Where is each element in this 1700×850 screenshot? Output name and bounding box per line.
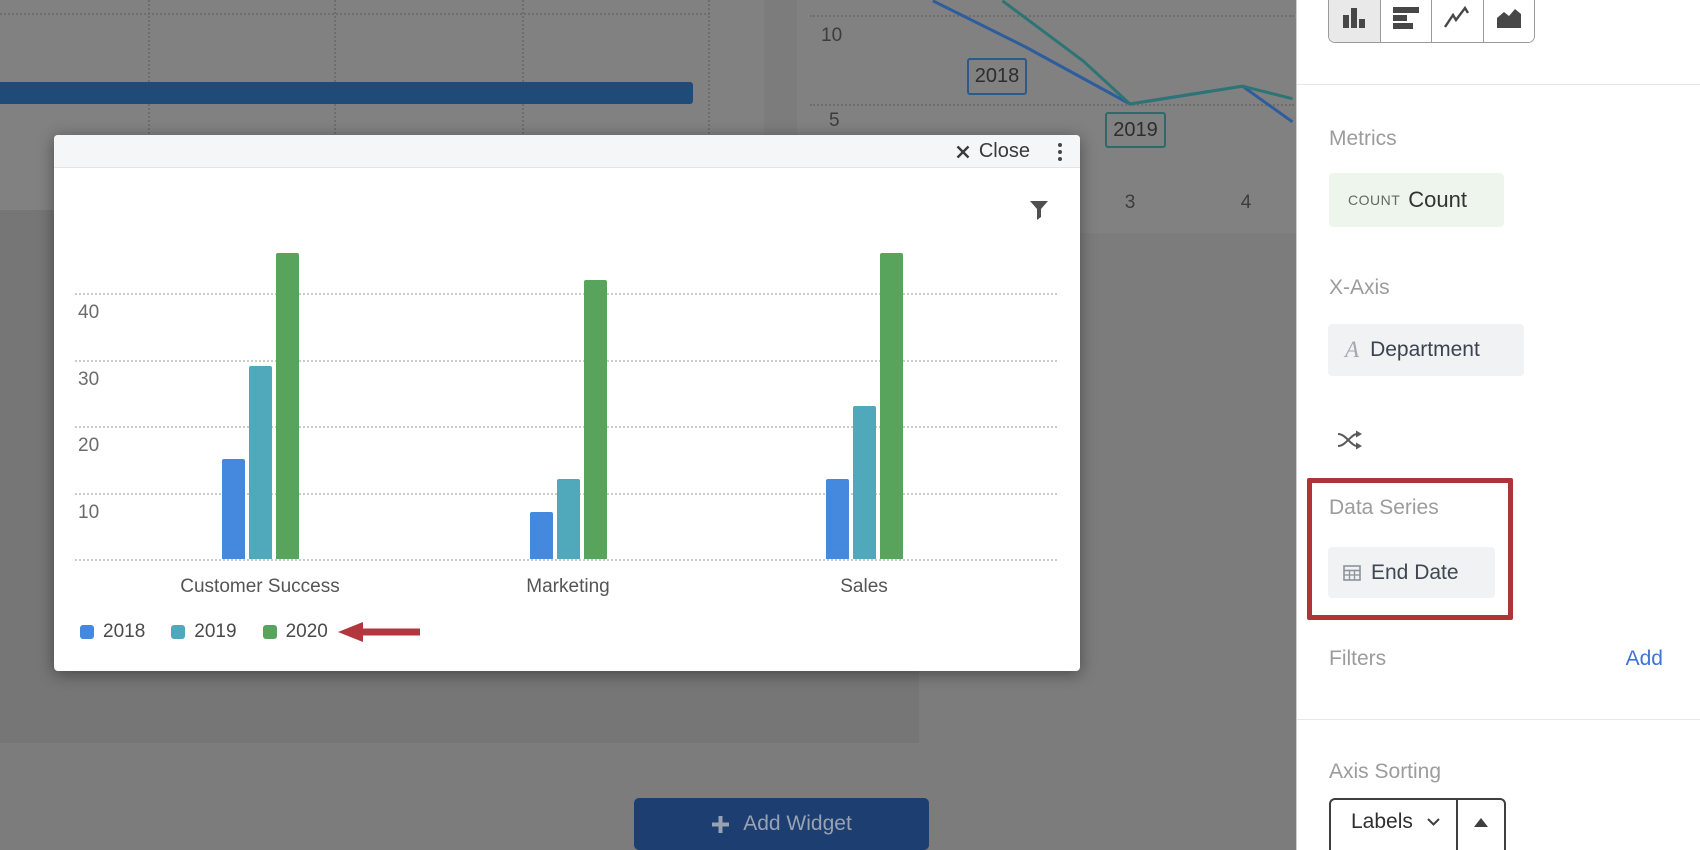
text-field-icon: A (1345, 337, 1360, 362)
widget-settings-sidebar: Metrics COUNT Count X-Axis A Department … (1296, 0, 1700, 850)
divider (1297, 719, 1700, 720)
gridline (75, 559, 1057, 561)
bg-gridline (708, 0, 710, 210)
category-label: Customer Success (180, 576, 340, 597)
chart-type-line-button[interactable] (1432, 0, 1484, 42)
bar-2019-marketing (556, 479, 580, 559)
bg-gridline (522, 0, 524, 210)
bg-gridline (0, 13, 710, 15)
gridline (75, 359, 1057, 362)
y-tick-label: 20 (78, 435, 100, 456)
x-axis-field-pill[interactable]: A Department (1328, 324, 1524, 376)
filters-heading: Filters (1329, 647, 1387, 670)
x-axis-heading: X-Axis (1329, 276, 1390, 299)
bar-2019-customer-success (248, 366, 272, 559)
bg-gridline (334, 0, 336, 210)
bg-gridline (810, 15, 1294, 17)
y-tick-label: 10 (821, 25, 843, 46)
widget-preview-modal: Close 40 30 20 10 Customer Success Marketing S… (54, 135, 1080, 671)
chart-legend: 2018 2019 2020 (80, 621, 420, 643)
legend-swatch (262, 625, 277, 639)
chart-type-column-button[interactable] (1329, 0, 1381, 42)
gridline (75, 426, 1057, 428)
chart-type-toolbar (1328, 0, 1535, 43)
line-chart-icon (1444, 5, 1470, 28)
sort-by-value: Labels (1351, 810, 1413, 833)
divider (1297, 84, 1700, 85)
annotation-label: 2018 (974, 65, 1020, 87)
close-icon (956, 145, 970, 158)
chevron-down-icon (1427, 818, 1440, 826)
axis-sorting-heading: Axis Sorting (1329, 760, 1442, 783)
x-tick-label: 4 (1240, 192, 1252, 213)
y-tick-label: 40 (78, 302, 100, 323)
legend-swatch (80, 625, 94, 639)
legend-label: 2019 (194, 621, 237, 642)
aggregation-label: COUNT (1348, 192, 1401, 208)
add-widget-label: Add Widget (743, 812, 852, 835)
category-label: Marketing (526, 576, 610, 597)
bg-horizontal-bar (0, 82, 693, 104)
bar-2020-customer-success (275, 253, 299, 559)
category-label: Sales (840, 576, 888, 597)
metrics-heading: Metrics (1329, 127, 1397, 150)
data-series-field-label: End Date (1371, 560, 1459, 584)
more-options-icon[interactable] (1053, 141, 1067, 163)
modal-header (54, 135, 1080, 168)
close-label: Close (978, 140, 1030, 162)
bg-line-series (932, 0, 1294, 124)
plus-icon (712, 815, 730, 833)
bg-gridline (810, 104, 1294, 106)
close-button[interactable]: Close (950, 135, 1036, 168)
red-arrow-icon (337, 622, 420, 642)
add-filter-link[interactable]: Add (1625, 647, 1663, 670)
sort-by-dropdown[interactable]: Labels (1331, 800, 1458, 850)
bg-gridline (148, 0, 150, 210)
horizontal-bar-chart-icon (1392, 6, 1419, 29)
legend-item-2020[interactable]: 2020 (262, 621, 328, 643)
bar-2019-sales (852, 406, 876, 559)
filter-funnel-icon[interactable] (1030, 201, 1048, 221)
bar-2020-sales (879, 253, 903, 559)
swap-axes-icon[interactable] (1336, 428, 1363, 452)
metrics-field-label: Count (1408, 187, 1467, 212)
bar-2018-customer-success (221, 459, 245, 559)
data-series-field-pill[interactable]: End Date (1328, 547, 1495, 598)
y-tick-label: 5 (829, 110, 840, 131)
legend-label: 2018 (103, 621, 146, 642)
x-tick-label: 3 (1124, 192, 1136, 213)
bar-2018-marketing (529, 512, 553, 559)
legend-swatch (171, 625, 186, 639)
triangle-up-icon (1474, 817, 1488, 827)
data-series-heading: Data Series (1329, 496, 1439, 519)
annotation-2019: 2019 (1105, 112, 1166, 148)
area-chart-icon (1496, 8, 1521, 28)
add-widget-button[interactable]: Add Widget (634, 798, 929, 850)
bar-2020-marketing (583, 279, 607, 559)
chart-type-bar-button[interactable] (1380, 0, 1432, 42)
gridline (75, 293, 1057, 295)
annotation-label: 2019 (1113, 118, 1158, 141)
bar-2018-sales (825, 479, 849, 559)
legend-label: 2020 (285, 621, 328, 642)
axis-sorting-control: Labels (1329, 798, 1506, 850)
metrics-field-pill[interactable]: COUNT Count (1329, 173, 1504, 227)
column-chart-icon (1343, 7, 1366, 28)
annotation-2018: 2018 (967, 58, 1027, 95)
y-tick-label: 30 (78, 368, 100, 390)
sort-direction-button[interactable] (1458, 800, 1504, 850)
legend-item-2019[interactable]: 2019 (171, 621, 237, 643)
chart-type-area-button[interactable] (1483, 0, 1534, 42)
legend-item-2018[interactable]: 2018 (80, 621, 145, 643)
date-table-icon (1343, 564, 1361, 581)
y-tick-label: 10 (78, 501, 100, 523)
x-axis-field-label: Department (1370, 338, 1480, 361)
